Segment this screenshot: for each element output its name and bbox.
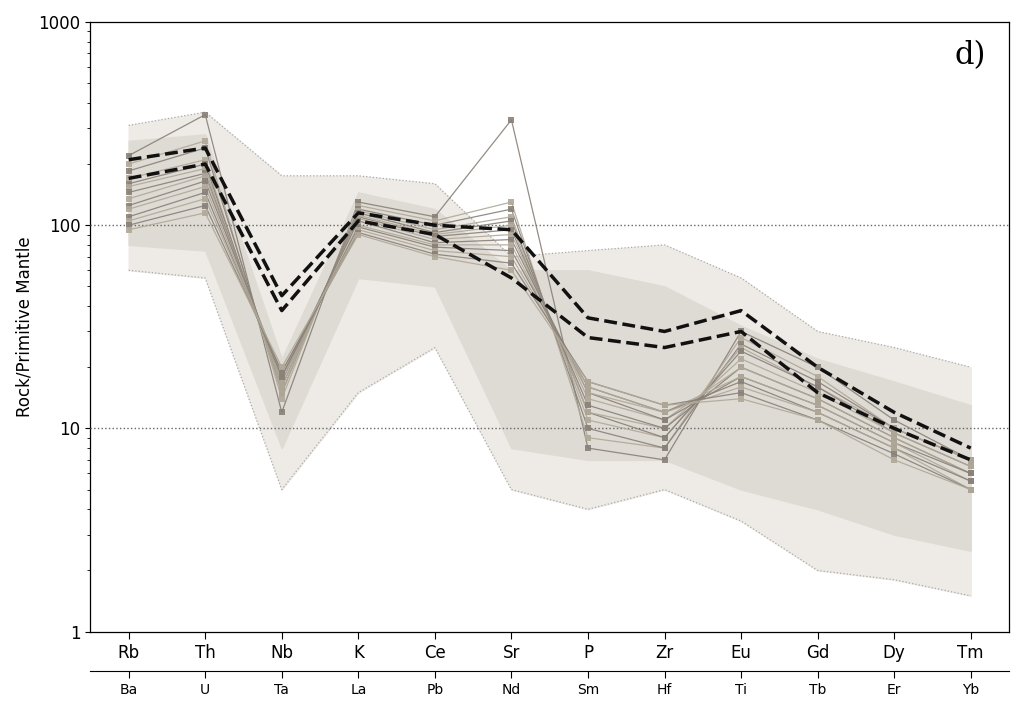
- Y-axis label: Rock/Primitive Mantle: Rock/Primitive Mantle: [15, 236, 33, 417]
- Text: d): d): [954, 41, 986, 71]
